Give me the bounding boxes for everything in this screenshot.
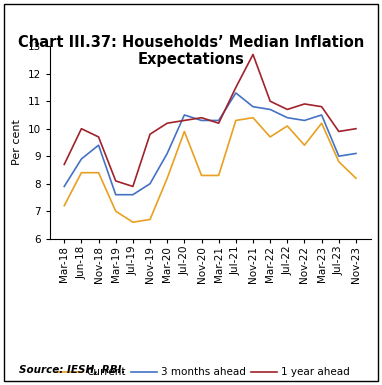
Current (62, 203, 66, 208)
1 year ahead (233, 85, 238, 90)
3 months ahead (285, 116, 290, 120)
1 year ahead (148, 132, 152, 137)
3 months ahead (96, 143, 101, 147)
3 months ahead (79, 157, 84, 161)
Line: Current: Current (64, 118, 356, 222)
1 year ahead (131, 184, 135, 189)
3 months ahead (251, 104, 255, 109)
3 months ahead (113, 192, 118, 197)
3 months ahead (337, 154, 341, 159)
1 year ahead (285, 107, 290, 112)
Current (233, 118, 238, 123)
1 year ahead (319, 104, 324, 109)
Current (131, 220, 135, 224)
1 year ahead (165, 121, 170, 126)
Legend: Current, 3 months ahead, 1 year ahead: Current, 3 months ahead, 1 year ahead (52, 363, 354, 382)
3 months ahead (199, 118, 204, 123)
1 year ahead (354, 126, 358, 131)
Current (182, 129, 187, 134)
Y-axis label: Per cent: Per cent (12, 119, 22, 166)
1 year ahead (79, 126, 84, 131)
1 year ahead (251, 52, 255, 57)
Current (216, 173, 221, 178)
3 months ahead (182, 113, 187, 117)
3 months ahead (216, 118, 221, 123)
1 year ahead (96, 135, 101, 139)
Current (165, 176, 170, 181)
3 months ahead (354, 151, 358, 156)
1 year ahead (268, 99, 272, 104)
3 months ahead (148, 181, 152, 186)
1 year ahead (182, 118, 187, 123)
Text: Chart III.37: Households’ Median Inflation
Expectations: Chart III.37: Households’ Median Inflati… (18, 35, 364, 67)
3 months ahead (165, 151, 170, 156)
Current (199, 173, 204, 178)
3 months ahead (233, 90, 238, 95)
3 months ahead (62, 184, 66, 189)
3 months ahead (268, 107, 272, 112)
Current (148, 217, 152, 222)
Current (319, 121, 324, 126)
Current (268, 135, 272, 139)
1 year ahead (62, 162, 66, 167)
1 year ahead (337, 129, 341, 134)
Current (337, 159, 341, 164)
Current (251, 116, 255, 120)
Line: 1 year ahead: 1 year ahead (64, 54, 356, 186)
1 year ahead (216, 121, 221, 126)
3 months ahead (319, 113, 324, 117)
3 months ahead (302, 118, 307, 123)
Current (354, 176, 358, 181)
1 year ahead (199, 116, 204, 120)
Current (302, 143, 307, 147)
Current (79, 171, 84, 175)
Text: Source: IESH, RBI.: Source: IESH, RBI. (19, 365, 126, 375)
Current (113, 209, 118, 214)
1 year ahead (302, 102, 307, 106)
3 months ahead (131, 192, 135, 197)
Current (96, 171, 101, 175)
Line: 3 months ahead: 3 months ahead (64, 93, 356, 195)
Current (285, 124, 290, 128)
1 year ahead (113, 179, 118, 183)
